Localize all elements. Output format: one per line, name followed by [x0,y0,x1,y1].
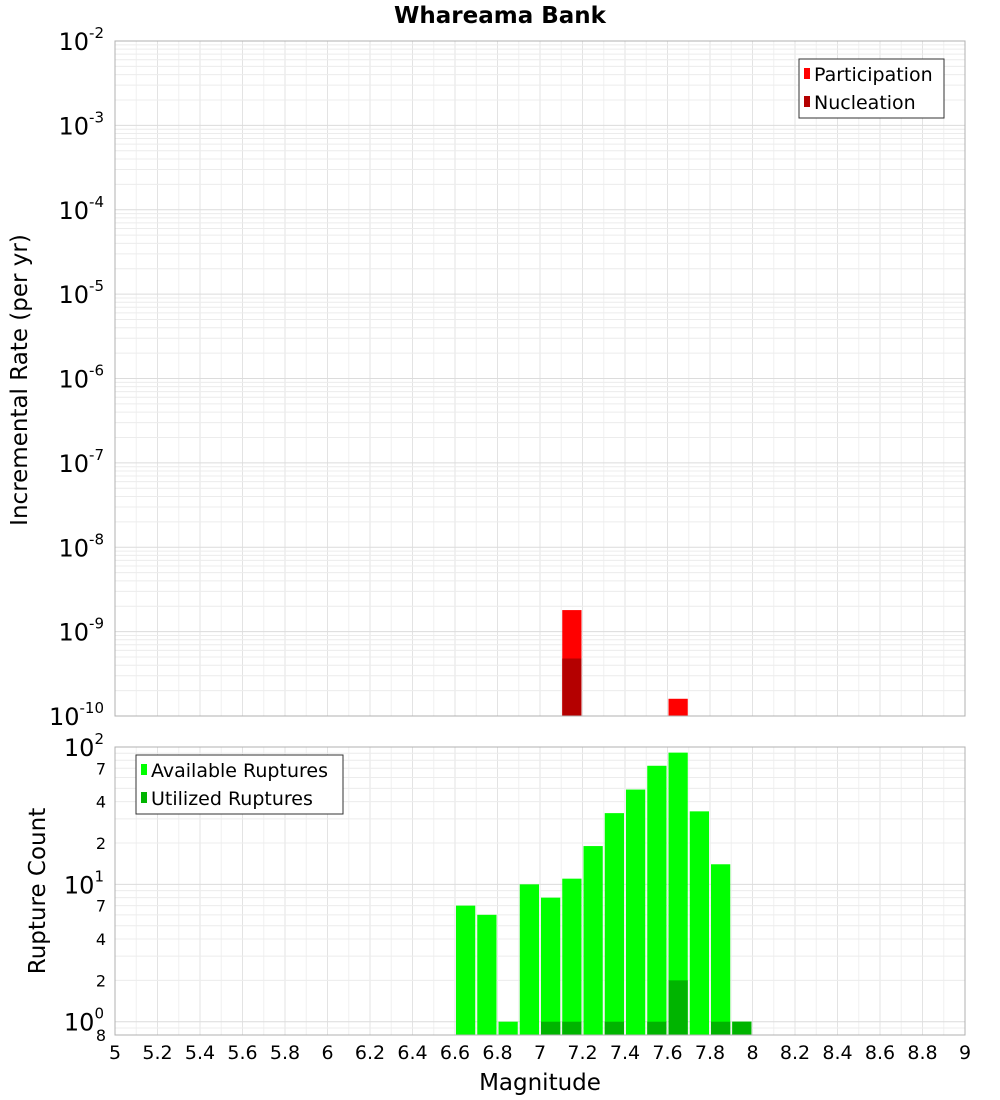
top-panel-bars [562,610,688,716]
bottom-bar-primary [456,905,476,1035]
top-y-tick-label: 10-2 [58,24,104,56]
bottom-bar-secondary [668,980,688,1035]
bottom-bar-primary [541,897,561,1035]
bottom-y-tick-label: 101 [64,867,104,899]
bottom-y-tick-label: 100 [64,1005,104,1037]
bottom-legend-swatch [141,792,147,803]
bottom-bar-primary [668,752,688,1035]
top-panel-legend: Participation Nucleation [798,58,945,119]
top-legend-swatch [804,68,810,79]
x-tick-label: 5 [109,1042,121,1064]
bottom-panel-y-axis-label: Rupture Count [25,808,51,974]
bottom-y-minor-tick-label: 2 [96,834,106,853]
bottom-bar-secondary [732,1021,752,1035]
top-legend-box [798,58,945,119]
x-tick-label: 7.2 [567,1042,597,1064]
bottom-panel-grid [114,746,966,1036]
bottom-y-minor-tick-label: 4 [96,793,106,812]
top-legend-swatch [804,96,810,107]
bottom-legend-label: Utilized Ruptures [151,788,313,810]
x-tick-label: 7.4 [610,1042,640,1064]
x-tick-labels: 5 5.2 5.4 5.6 5.8 6 6.2 6.4 6.6 6.8 7 7.2 7.4 7.6 7.8 8… [109,1042,971,1064]
x-tick-label: 5.8 [270,1042,300,1064]
bottom-y-minor-tick-label: 7 [96,759,106,778]
bottom-legend-label: Available Ruptures [151,760,328,782]
bottom-y-minor-tick-label: 8 [96,1026,106,1045]
top-bar-primary [668,698,688,716]
bottom-bar-primary [604,813,624,1035]
bottom-bar-secondary [541,1021,561,1035]
bottom-y-minor-tick-label: 7 [96,897,106,916]
bottom-bar-secondary [711,1021,731,1035]
x-tick-label: 6.8 [482,1042,512,1064]
x-tick-label: 7.6 [652,1042,682,1064]
x-tick-label: 6.6 [440,1042,470,1064]
top-y-tick-label: 10-7 [58,446,104,478]
top-panel-y-axis-label: Incremental Rate (per yr) [7,234,33,526]
bottom-bar-primary [647,765,667,1035]
x-axis-label: Magnitude [479,1070,601,1096]
bottom-bar-secondary [647,1021,667,1035]
bottom-bar-primary [689,811,709,1035]
bottom-bar-primary [583,846,603,1035]
bottom-bar-primary [498,1021,518,1035]
bottom-legend-swatch [141,764,147,775]
bottom-legend-box [135,754,344,815]
bottom-bar-primary [562,878,582,1035]
top-panel-grid [114,41,966,717]
x-tick-label: 5.4 [185,1042,215,1064]
bottom-panel-legend: Available Ruptures Utilized Ruptures [135,754,344,815]
bottom-y-tick-label: 102 [64,730,104,762]
x-tick-label: 7.8 [695,1042,725,1064]
x-tick-label: 8.6 [865,1042,895,1064]
bottom-bar-primary [519,884,539,1035]
x-tick-label: 7 [534,1042,546,1064]
top-y-tick-label: 10-3 [58,108,104,140]
bottom-y-minor-tick-label: 4 [96,930,106,949]
x-tick-label: 5.6 [227,1042,257,1064]
bottom-panel-y-tick-labels: 100 101 102 8 2 4 7 2 4 7 [64,730,106,1045]
top-legend-label: Nucleation [814,92,916,114]
top-y-tick-label: 10-8 [58,530,104,562]
top-panel-frame [114,40,966,717]
top-y-tick-label: 10-5 [58,277,104,309]
bottom-y-minor-tick-label: 2 [96,971,106,990]
x-tick-label: 8.4 [822,1042,852,1064]
x-tick-label: 5.2 [142,1042,172,1064]
top-y-tick-label: 10-9 [58,615,104,647]
x-tick-label: 8.8 [907,1042,937,1064]
x-tick-label: 9 [959,1042,971,1064]
top-legend-label: Participation [814,64,933,86]
x-tick-label: 6.2 [355,1042,385,1064]
x-tick-label: 6.4 [397,1042,427,1064]
top-y-tick-label: 10-6 [58,362,104,394]
x-tick-label: 6 [321,1042,333,1064]
bottom-bar-primary [477,914,497,1035]
x-tick-label: 8.2 [780,1042,810,1064]
bottom-bar-primary [711,864,731,1035]
bottom-panel-bars [456,752,752,1035]
top-y-tick-label: 10-4 [58,193,104,225]
bottom-panel-frame [114,746,966,1036]
x-tick-label: 8 [746,1042,758,1064]
bottom-bar-secondary [604,1021,624,1035]
bottom-bar-primary [626,789,646,1035]
top-bar-secondary [562,658,582,716]
chart-title: Whareama Bank [394,3,607,29]
top-y-tick-label: 10-10 [49,699,104,731]
bottom-bar-secondary [562,1021,582,1035]
top-panel-y-tick-labels: 10-10 10-9 10-8 10-7 10-6 10-5 10-4 10-3 10-2 [49,24,104,731]
